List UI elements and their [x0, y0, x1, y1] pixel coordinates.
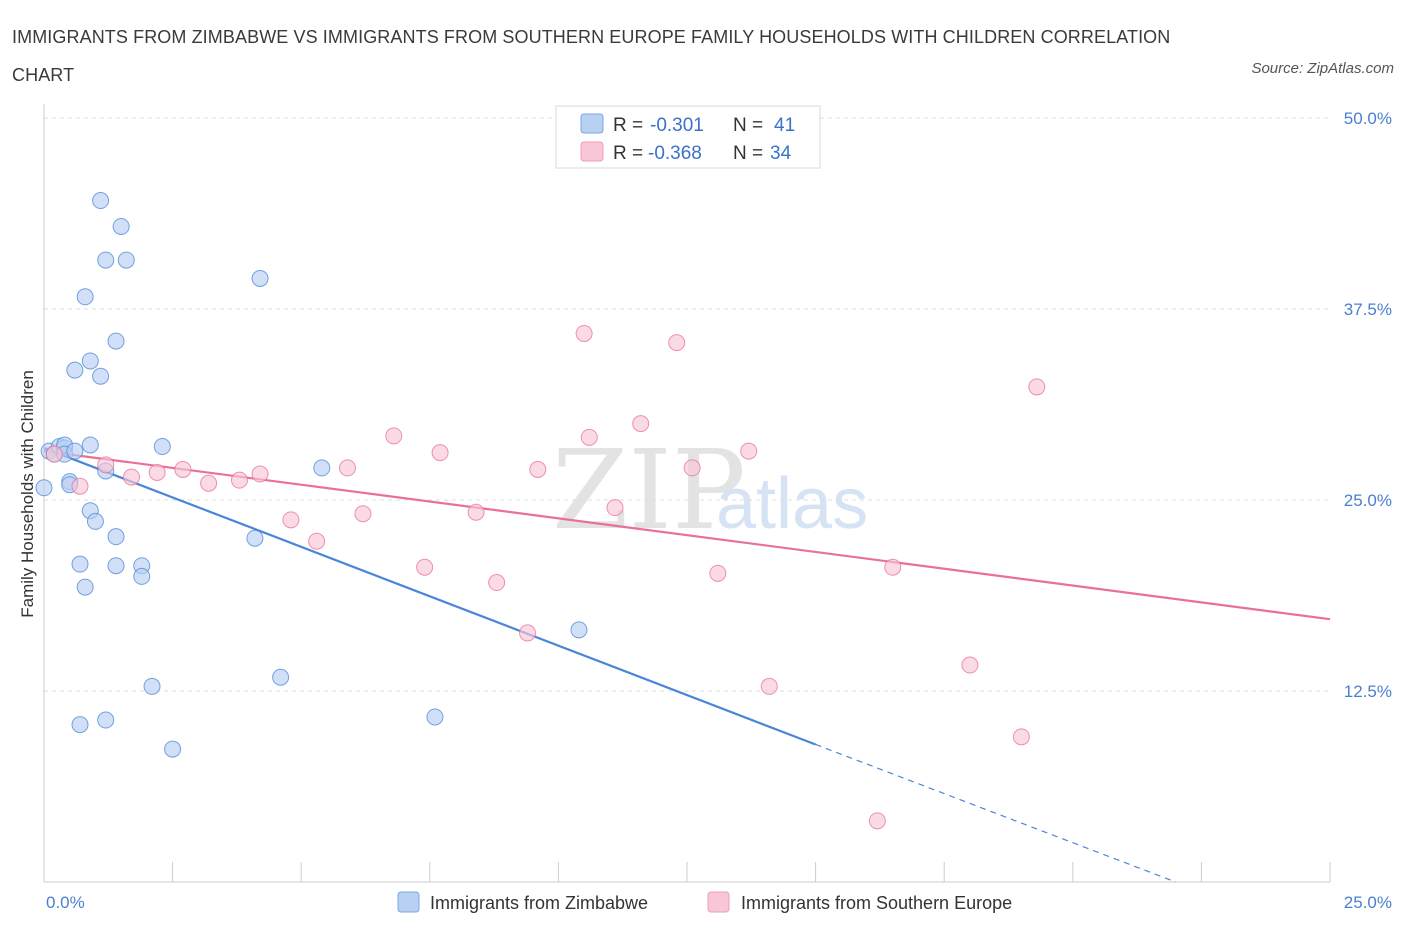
chart-title: IMMIGRANTS FROM ZIMBABWE VS IMMIGRANTS F… — [12, 27, 1171, 85]
point-zimbabwe — [133, 567, 151, 585]
legend-n-value-southern-europe: 34 — [770, 143, 792, 164]
point-zimbabwe — [143, 677, 161, 695]
point-southern-europe — [97, 456, 115, 474]
point-zimbabwe — [81, 352, 99, 370]
point-zimbabwe — [246, 529, 264, 547]
grid-lines — [44, 117, 1330, 692]
point-southern-europe — [668, 334, 686, 352]
legend-r-label-southern-europe: R = — [613, 143, 643, 164]
bottom-legend-label-southern-europe: Immigrants from Southern Europe — [741, 893, 1012, 913]
point-zimbabwe — [164, 740, 182, 758]
point-southern-europe — [122, 468, 140, 486]
point-southern-europe — [467, 503, 485, 521]
point-southern-europe — [1012, 728, 1030, 746]
point-southern-europe — [519, 624, 537, 642]
bottom-legend-swatch-southern-europe — [707, 891, 730, 913]
point-southern-europe — [529, 460, 547, 478]
point-southern-europe — [251, 465, 269, 483]
point-southern-europe — [431, 444, 449, 462]
point-southern-europe — [174, 460, 192, 478]
x-tick-label-min: 0.0% — [46, 893, 85, 912]
point-zimbabwe — [107, 332, 125, 350]
watermark-zip: ZIP — [552, 426, 746, 554]
point-southern-europe — [868, 812, 886, 830]
y-tick-label: 50.0% — [1344, 109, 1392, 128]
y-tick-label: 12.5% — [1344, 682, 1392, 701]
point-zimbabwe — [97, 251, 115, 269]
point-zimbabwe — [71, 555, 89, 573]
point-southern-europe — [230, 471, 248, 489]
point-southern-europe — [606, 499, 624, 517]
point-southern-europe — [148, 463, 166, 481]
point-zimbabwe — [570, 621, 588, 639]
point-zimbabwe — [97, 711, 115, 729]
legend-r-value-zimbabwe: -0.301 — [650, 115, 704, 136]
tick-labels: 12.5% 25.0% 37.5% 50.0% 0.0% 25.0% — [46, 109, 1392, 912]
watermark-atlas: atlas — [716, 464, 868, 544]
series-legend: Immigrants from Zimbabwe Immigrants from… — [397, 891, 1012, 913]
bottom-legend-label-zimbabwe: Immigrants from Zimbabwe — [430, 893, 648, 913]
point-zimbabwe — [107, 528, 125, 546]
bottom-legend-swatch-zimbabwe — [397, 891, 420, 913]
legend-r-value-southern-europe: -0.368 — [648, 143, 702, 164]
point-zimbabwe — [66, 442, 84, 460]
point-southern-europe — [308, 532, 326, 550]
point-zimbabwe — [66, 361, 84, 379]
legend-swatch-southern-europe — [580, 141, 604, 162]
legend-n-label-zimbabwe: N = — [733, 115, 763, 136]
y-tick-label: 37.5% — [1344, 300, 1392, 319]
point-southern-europe — [961, 656, 979, 674]
point-southern-europe — [385, 427, 403, 445]
point-zimbabwe — [71, 716, 89, 734]
point-southern-europe — [580, 428, 598, 446]
point-zimbabwe — [251, 269, 269, 287]
point-southern-europe — [575, 324, 593, 342]
legend-n-label-southern-europe: N = — [733, 143, 763, 164]
point-zimbabwe — [272, 668, 290, 686]
point-southern-europe — [200, 474, 218, 492]
point-southern-europe — [884, 558, 902, 576]
point-southern-europe — [45, 445, 63, 463]
point-southern-europe — [1028, 378, 1046, 396]
point-zimbabwe — [76, 288, 94, 306]
point-southern-europe — [488, 574, 506, 592]
point-zimbabwe — [81, 436, 99, 454]
point-zimbabwe — [107, 557, 125, 575]
point-zimbabwe — [426, 708, 444, 726]
point-zimbabwe — [112, 217, 130, 235]
y-axis-label: Family Households with Children — [18, 370, 37, 618]
point-southern-europe — [416, 558, 434, 576]
point-zimbabwe — [92, 192, 110, 210]
data-points — [35, 192, 1046, 830]
legend-n-value-zimbabwe: 41 — [774, 115, 795, 136]
legend-swatch-zimbabwe — [580, 113, 604, 134]
legend-r-label-zimbabwe: R = — [613, 115, 643, 136]
point-southern-europe — [632, 415, 650, 433]
point-southern-europe — [354, 505, 372, 523]
point-zimbabwe — [153, 438, 171, 456]
point-zimbabwe — [86, 512, 104, 530]
point-southern-europe — [282, 511, 300, 529]
point-southern-europe — [709, 564, 727, 582]
trend-line-zimbabwe — [43, 447, 816, 746]
trend-line-extension — [815, 743, 1176, 883]
point-southern-europe — [683, 459, 701, 477]
point-southern-europe — [71, 477, 89, 495]
x-tick-label-max: 25.0% — [1344, 893, 1392, 912]
chart-source: Source: ZipAtlas.com — [1251, 60, 1394, 77]
point-southern-europe — [740, 442, 758, 460]
point-zimbabwe — [117, 251, 135, 269]
y-tick-label: 25.0% — [1344, 491, 1392, 510]
point-southern-europe — [760, 677, 778, 695]
point-zimbabwe — [76, 578, 94, 596]
point-zimbabwe — [35, 479, 53, 497]
point-zimbabwe — [313, 459, 331, 477]
correlation-legend: R = -0.301 N = 41 R = -0.368 N = 34 — [555, 105, 821, 169]
point-southern-europe — [338, 459, 356, 477]
point-zimbabwe — [92, 367, 110, 385]
